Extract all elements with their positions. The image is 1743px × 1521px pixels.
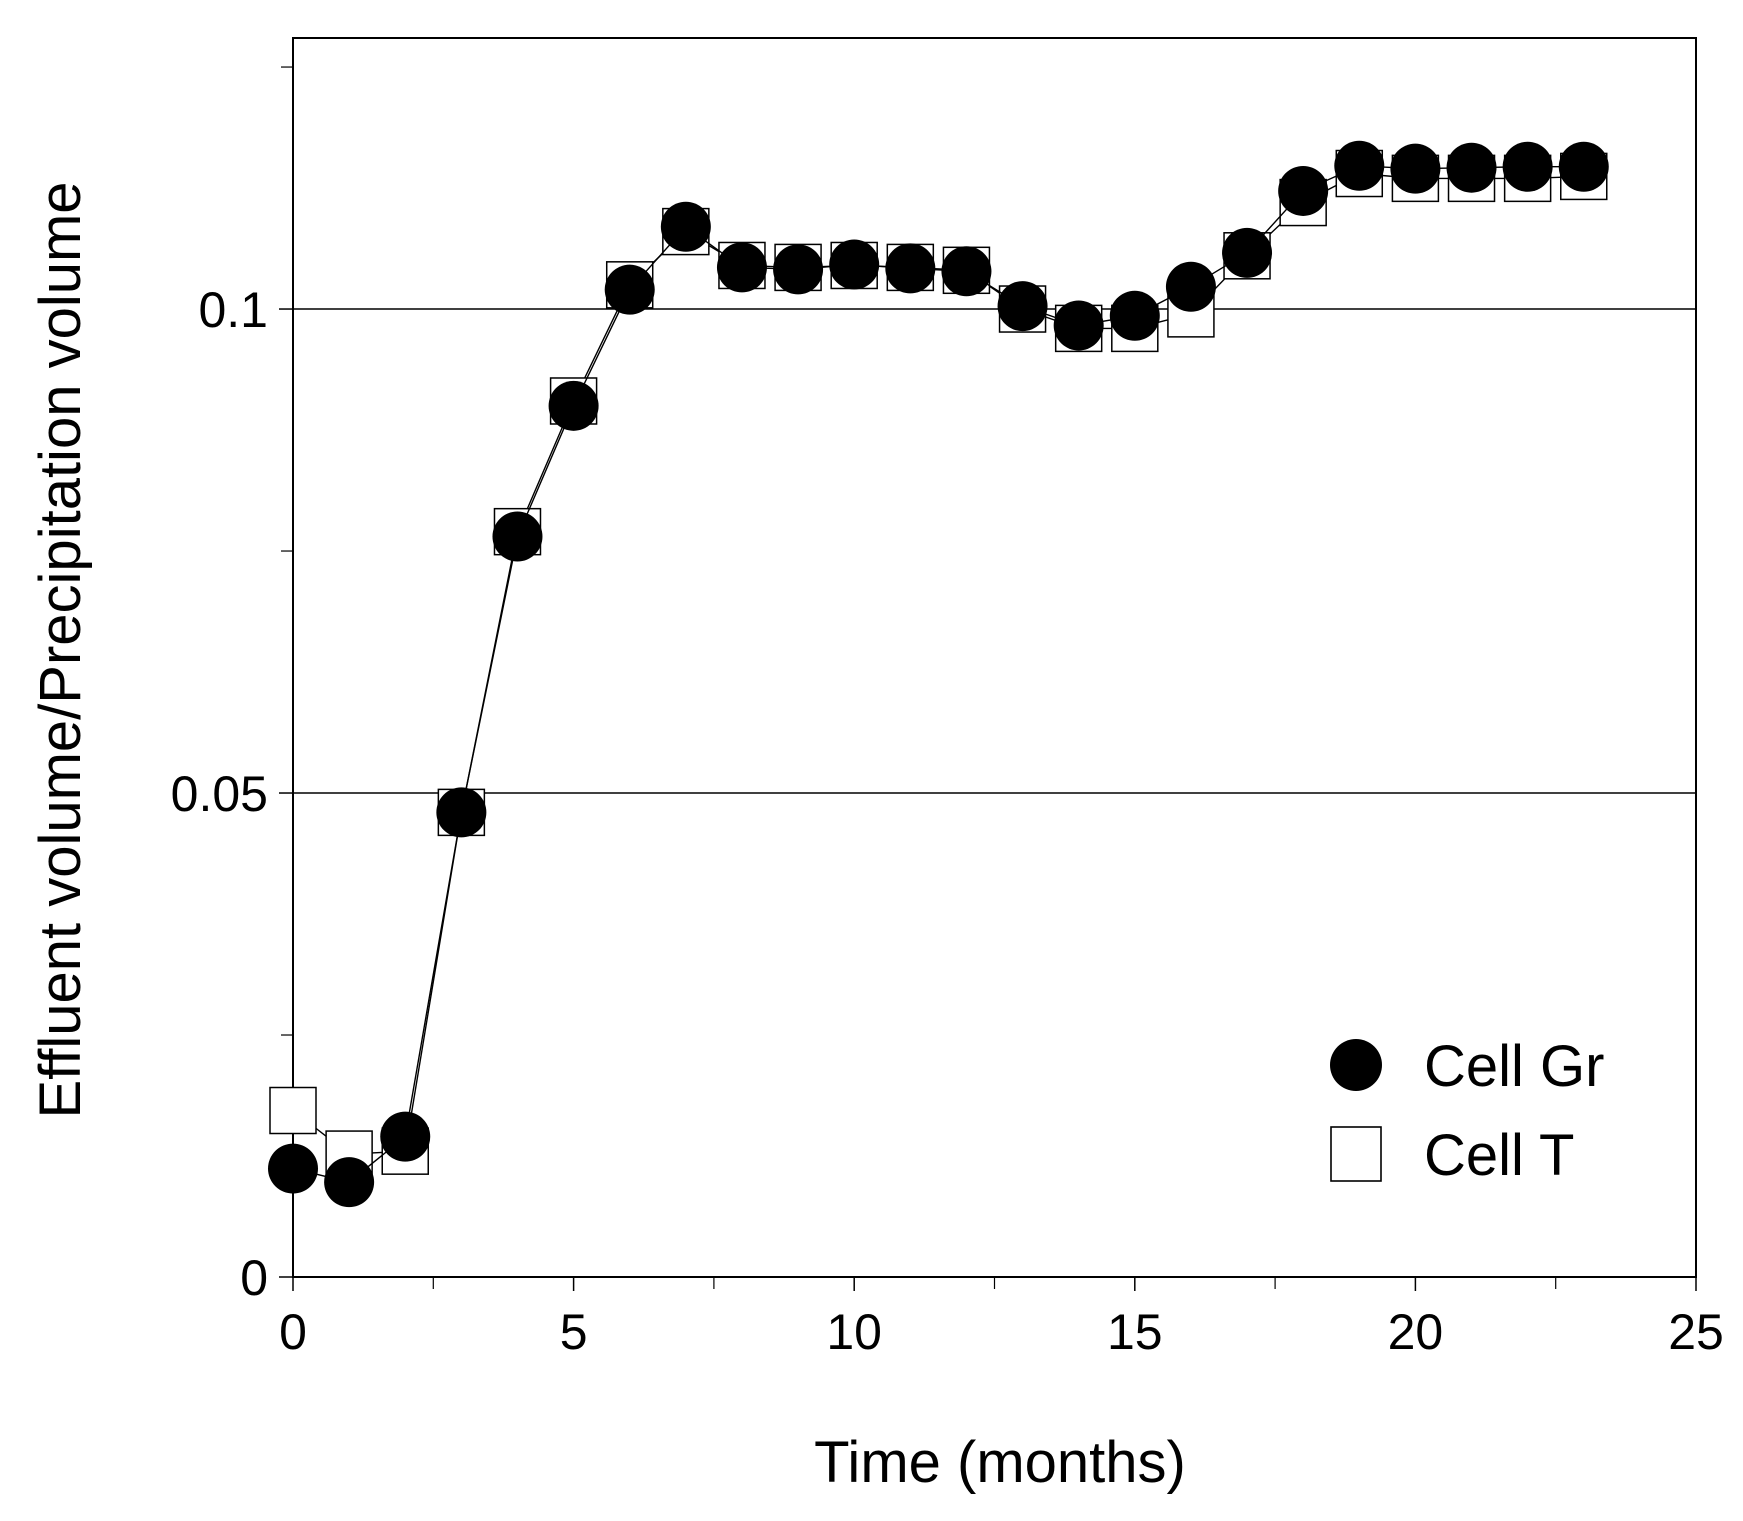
x-axis: 0 5 10 15 20 25 bbox=[279, 1276, 1724, 1360]
y-axis: 0 0.05 0.1 bbox=[171, 38, 294, 1306]
data-point-cell-gr bbox=[716, 242, 767, 293]
data-point-cell-gr bbox=[1109, 290, 1160, 341]
data-point-cell-gr bbox=[1053, 300, 1104, 351]
data-point-cell-gr bbox=[492, 511, 543, 562]
data-point-cell-gr bbox=[380, 1111, 431, 1162]
data-point-cell-gr bbox=[941, 246, 992, 297]
data-point-cell-gr bbox=[829, 239, 880, 290]
series-cell-t bbox=[269, 149, 1608, 1178]
data-point-cell-gr bbox=[604, 264, 655, 315]
data-point-cell-gr bbox=[660, 201, 711, 252]
data-point-cell-gr bbox=[1278, 165, 1329, 216]
data-point-cell-gr bbox=[1446, 142, 1497, 193]
data-point-cell-gr bbox=[1334, 140, 1385, 191]
data-point-cell-gr bbox=[548, 380, 599, 431]
data-point-cell-gr bbox=[1390, 143, 1441, 194]
x-tick-label: 20 bbox=[1388, 1304, 1444, 1360]
x-tick-label: 0 bbox=[279, 1304, 307, 1360]
legend-marker-cell-t bbox=[1330, 1126, 1382, 1182]
data-point-cell-gr bbox=[997, 281, 1048, 332]
gridlines bbox=[293, 308, 1696, 794]
y-tick-label: 0.1 bbox=[198, 282, 268, 338]
x-axis-label: Time (months) bbox=[814, 1430, 1186, 1495]
data-point-cell-gr bbox=[885, 243, 936, 294]
legend: Cell Gr Cell T bbox=[1330, 1034, 1604, 1188]
series-line-cell-t bbox=[292, 172, 1584, 1155]
legend-label-cell-t: Cell T bbox=[1424, 1123, 1574, 1188]
data-point-cell-gr bbox=[1502, 141, 1553, 192]
y-tick-label: 0.05 bbox=[171, 766, 268, 822]
y-tick-label: 0 bbox=[240, 1250, 268, 1306]
data-point-cell-gr bbox=[773, 244, 824, 295]
data-point-cell-gr bbox=[436, 787, 487, 838]
series-line-cell-gr bbox=[292, 165, 1584, 1183]
x-tick-label: 10 bbox=[826, 1304, 882, 1360]
x-tick-label: 5 bbox=[560, 1304, 588, 1360]
series-cell-gr bbox=[268, 140, 1609, 1208]
y-axis-label: Effluent volume/Precipitation volume bbox=[28, 181, 93, 1118]
data-point-cell-gr bbox=[1165, 261, 1216, 312]
data-point-cell-gr bbox=[1558, 141, 1609, 192]
data-point-cell-t bbox=[269, 1086, 317, 1135]
data-point-cell-gr bbox=[324, 1157, 375, 1208]
series-layer bbox=[268, 140, 1609, 1208]
data-point-cell-gr bbox=[1222, 227, 1273, 278]
legend-label-cell-gr: Cell Gr bbox=[1424, 1034, 1604, 1099]
x-tick-label: 25 bbox=[1668, 1304, 1724, 1360]
legend-marker-cell-gr bbox=[1330, 1039, 1382, 1091]
x-tick-label: 15 bbox=[1107, 1304, 1163, 1360]
data-point-cell-gr bbox=[268, 1143, 318, 1194]
